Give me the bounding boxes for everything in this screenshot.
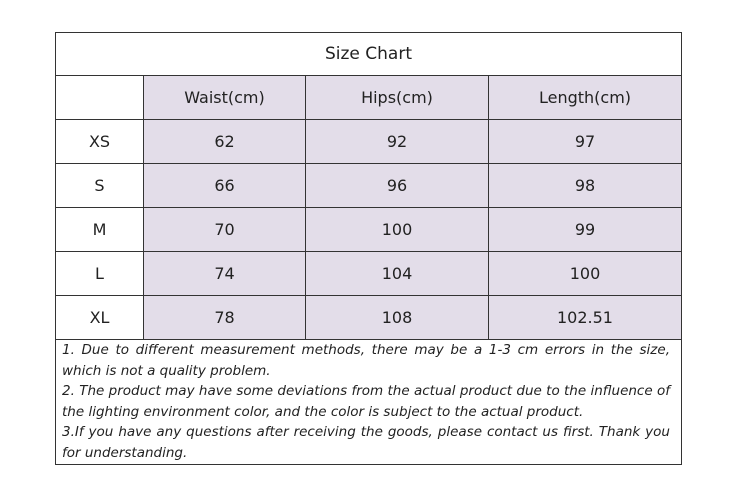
table-cell: 96 — [306, 164, 489, 208]
table-cell: 100 — [306, 208, 489, 252]
size-label: XS — [56, 120, 144, 164]
column-header: Hips(cm) — [306, 76, 489, 120]
note: 1. Due to different measurement methods,… — [62, 342, 670, 379]
table-cell: 100 — [489, 252, 681, 296]
note: 3.If you have any questions after receiv… — [62, 424, 670, 461]
table-cell: 97 — [489, 120, 681, 164]
table-cell: 74 — [144, 252, 306, 296]
table-cell: 99 — [489, 208, 681, 252]
note: 2. The product may have some deviations … — [62, 383, 670, 420]
table-cell: 92 — [306, 120, 489, 164]
table-cell: 104 — [306, 252, 489, 296]
table-cell: 98 — [489, 164, 681, 208]
column-header: Waist(cm) — [144, 76, 306, 120]
size-label: M — [56, 208, 144, 252]
size-chart: Size Chart 1. Due to different measureme… — [55, 32, 682, 465]
table-cell: 102.51 — [489, 296, 681, 340]
column-header: Length(cm) — [489, 76, 681, 120]
notes: 1. Due to different measurement methods,… — [62, 340, 670, 463]
table-cell: 108 — [306, 296, 489, 340]
table-cell: 62 — [144, 120, 306, 164]
table-cell: 78 — [144, 296, 306, 340]
table-cell: 66 — [144, 164, 306, 208]
table-title: Size Chart — [56, 33, 681, 76]
size-label: S — [56, 164, 144, 208]
size-label: L — [56, 252, 144, 296]
size-label: XL — [56, 296, 144, 340]
table-cell: 70 — [144, 208, 306, 252]
corner-cell — [56, 76, 144, 120]
